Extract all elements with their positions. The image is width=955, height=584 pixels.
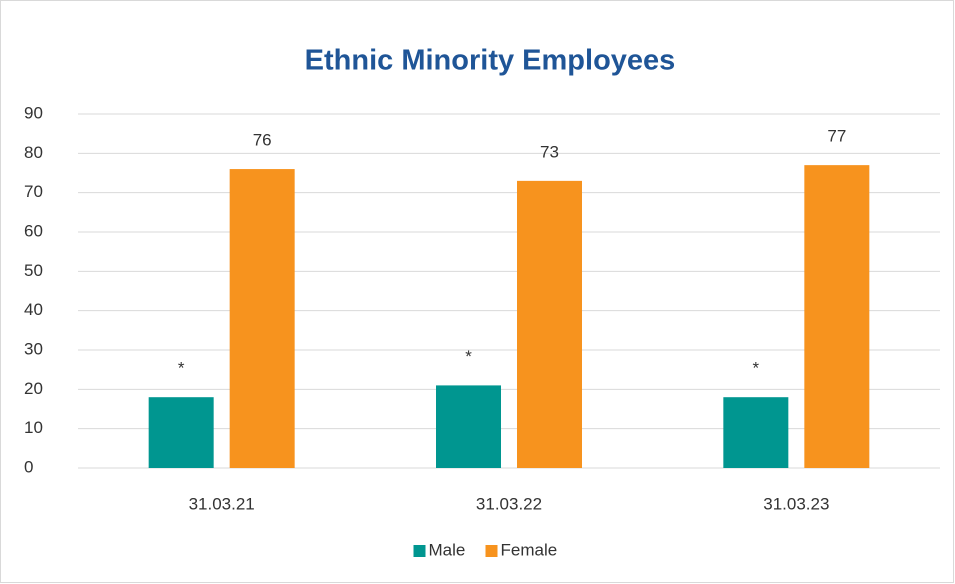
data-label: * xyxy=(178,359,185,378)
bar xyxy=(517,180,582,468)
legend-label: Female xyxy=(501,540,558,559)
y-tick-label: 10 xyxy=(24,418,43,437)
y-tick-label: 50 xyxy=(24,261,43,280)
legend-swatch xyxy=(485,545,498,557)
data-label: 73 xyxy=(540,142,559,161)
legend-label: Male xyxy=(429,540,466,559)
y-tick-label: 0 xyxy=(24,457,33,476)
bar xyxy=(723,397,789,468)
y-tick-label: 90 xyxy=(24,103,43,122)
x-tick-label: 31.03.23 xyxy=(763,494,829,513)
data-label: * xyxy=(753,359,760,378)
y-tick-label: 60 xyxy=(24,221,43,240)
y-tick-label: 30 xyxy=(24,339,43,358)
x-tick-label: 31.03.21 xyxy=(189,494,255,513)
chart-title: Ethnic Minority Employees xyxy=(305,45,676,77)
x-tick-label: 31.03.22 xyxy=(476,494,542,513)
data-label: * xyxy=(465,347,472,366)
y-tick-label: 40 xyxy=(24,300,43,319)
data-label: 76 xyxy=(253,131,272,150)
bar xyxy=(148,397,214,468)
bar xyxy=(229,169,295,469)
bar xyxy=(436,385,501,468)
legend-swatch xyxy=(413,545,426,557)
data-label: 77 xyxy=(827,127,846,146)
y-tick-label: 20 xyxy=(24,379,43,398)
bar xyxy=(804,165,870,468)
y-tick-label: 80 xyxy=(24,143,43,162)
y-tick-label: 70 xyxy=(24,182,43,201)
